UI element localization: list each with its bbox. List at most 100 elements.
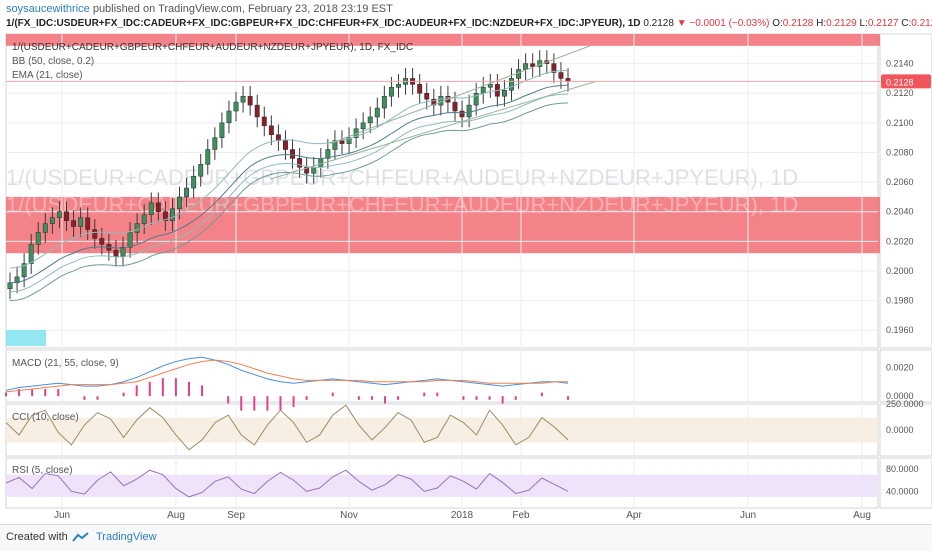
candle-body [42, 223, 48, 233]
rsi-tick-label: 80.0000 [886, 464, 919, 474]
candle-body [184, 187, 190, 198]
candle-body [254, 104, 260, 118]
rsi-tick-label: 40.0000 [886, 486, 919, 496]
pane-frame-0 [5, 33, 879, 349]
candle-body [240, 95, 246, 103]
tradingview-brand-link[interactable]: TradingView [96, 531, 157, 543]
high-value: 0.2129 [826, 18, 857, 29]
candle-body [452, 101, 458, 112]
candle-body [473, 92, 479, 106]
main-legend-title: 1/(USDEUR+CADEUR+GBPEUR+CHFEUR+AUDEUR+NZ… [12, 42, 413, 53]
candle-body [438, 95, 444, 106]
candle-body [148, 202, 154, 215]
candle-body [247, 95, 253, 106]
candle-body [141, 214, 147, 224]
candle-body [233, 101, 239, 112]
candle-body [134, 223, 140, 233]
candle-body [56, 211, 62, 218]
candle-body [466, 104, 472, 118]
macd-tick-label: 0.0020 [886, 362, 914, 372]
candle-body [28, 244, 34, 264]
y-tick-label: 0.2120 [886, 88, 914, 98]
bb-upper-line [9, 69, 569, 269]
x-tick-label: Feb [512, 510, 530, 521]
channel-upper-line [329, 45, 591, 145]
candle-body [424, 92, 430, 100]
candle-body [155, 202, 161, 212]
close-value: 0.2128 [911, 18, 932, 29]
y-tick-label: 0.2100 [886, 118, 914, 128]
candle-body [297, 158, 303, 168]
y-tick-label: 0.2060 [886, 177, 914, 187]
candle-body [85, 217, 91, 230]
x-tick-label: Aug [167, 510, 185, 521]
x-tick-label: Sep [227, 510, 245, 521]
candle-body [170, 208, 175, 221]
candle-body [127, 232, 133, 248]
rsi-band [6, 474, 878, 497]
candle-body [516, 69, 522, 79]
tradingview-logo-icon [72, 532, 89, 542]
candle-body [64, 211, 69, 221]
low-label: L: [859, 18, 868, 29]
x-tick-label: Jun [740, 510, 756, 521]
price-axis-3 [879, 457, 932, 509]
candle-body [311, 167, 317, 174]
price-tag-label: 0.2128 [886, 77, 914, 87]
candle-body [113, 249, 119, 257]
open-label: O: [772, 18, 783, 29]
publish-info: soysaucewithrice published on TradingVie… [6, 3, 393, 15]
channel-lower-line [269, 80, 597, 180]
candle-body [509, 78, 514, 91]
last-price: 0.2128 [643, 18, 674, 29]
author-link[interactable]: soysaucewithrice [6, 3, 90, 15]
candle-body [162, 211, 168, 221]
x-tick-label: Aug [853, 510, 871, 521]
symbol-name: 1/(FX_IDC:USDEUR+FX_IDC:CADEUR+FX_IDC:GB… [6, 18, 641, 29]
candle-body [219, 122, 225, 138]
candle-body [417, 84, 423, 94]
candle-body [35, 232, 41, 245]
close-label: C: [901, 18, 912, 29]
candle-body [198, 164, 204, 177]
cci-legend: CCI (10, close) [12, 412, 79, 423]
y-tick-label: 0.2020 [886, 236, 914, 246]
bb-middle-line [9, 93, 569, 293]
y-tick-label: 0.2080 [886, 147, 914, 157]
x-tick-label: Jun [54, 510, 70, 521]
candle-body [501, 90, 507, 97]
ema-line [9, 84, 569, 284]
symbol-line: 1/(FX_IDC:USDEUR+FX_IDC:CADEUR+FX_IDC:GB… [6, 18, 932, 29]
y-tick-label: 0.2000 [886, 266, 914, 276]
candle-body [360, 122, 366, 130]
candle-body [268, 125, 274, 135]
published-text: published on TradingView.com, February 2… [89, 3, 393, 15]
cci-tick-label: 0.0000 [886, 425, 914, 435]
cci-tick-label: 250.0000 [886, 399, 924, 409]
candle-body [381, 95, 387, 109]
candle-body [120, 247, 126, 257]
ema-legend: EMA (21, close) [12, 70, 83, 81]
candle-body [205, 149, 211, 165]
candle-body [388, 87, 394, 97]
candle-body [339, 140, 345, 144]
candle-body [7, 282, 13, 290]
price-change: −0.0001 (−0.03%) [689, 18, 770, 29]
x-tick-label: Nov [340, 510, 358, 521]
candle-body [92, 229, 98, 239]
candle-body [191, 175, 197, 189]
candle-body [374, 107, 380, 118]
price-tag-bg [881, 74, 931, 89]
candle-body [290, 149, 295, 159]
candle-body [177, 196, 182, 210]
rsi-line [5, 469, 569, 498]
candle-body [332, 140, 338, 150]
y-tick-label: 0.1960 [886, 325, 914, 335]
created-with-text: Created with [6, 531, 68, 543]
candle-body [261, 116, 267, 127]
candle-body [459, 110, 465, 118]
macd-tick-label: 0.0000 [886, 391, 914, 401]
candle-body [367, 116, 373, 124]
candle-body [71, 220, 77, 227]
